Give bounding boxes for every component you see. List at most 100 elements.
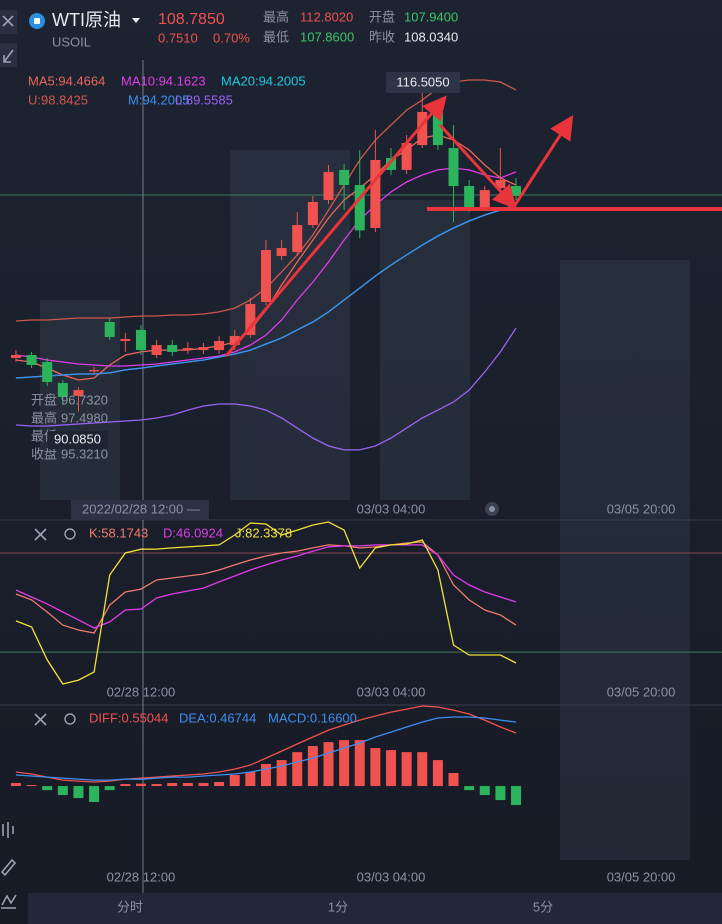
legend-entry: M:94.2005 xyxy=(128,92,189,107)
macd-bar xyxy=(260,764,271,787)
macd-bar xyxy=(42,786,53,791)
candle-body xyxy=(214,341,225,351)
close-indicator[interactable] xyxy=(34,528,47,541)
collapse-icon[interactable] xyxy=(3,49,14,63)
close-indicator[interactable] xyxy=(34,713,47,726)
symbol-code: USOIL xyxy=(52,34,91,49)
indicator-line xyxy=(15,544,517,629)
footer-bar xyxy=(28,893,722,924)
legend-entry: L:89.5585 xyxy=(175,92,233,107)
candle-body xyxy=(323,171,334,200)
timeframe-tab[interactable]: 1分 xyxy=(328,899,348,914)
macd-bar xyxy=(339,740,350,787)
symbol-icon-glyph xyxy=(34,18,40,24)
x-tick-label: 03/05 20:00 xyxy=(607,501,676,516)
macd-bar xyxy=(10,783,21,787)
candle-body xyxy=(339,169,350,186)
macd-bar xyxy=(151,784,162,787)
candle-body xyxy=(104,322,115,337)
candle-body xyxy=(167,345,178,352)
low: 107.8600 xyxy=(300,29,354,44)
candle-body xyxy=(89,369,100,372)
candle-tool[interactable] xyxy=(2,822,14,838)
macd-bar xyxy=(89,786,100,802)
max-label-box xyxy=(386,72,460,93)
candle-body xyxy=(401,143,412,170)
info-value: 95.3210 xyxy=(61,446,108,461)
candle-body xyxy=(151,345,162,355)
indicator-line xyxy=(15,705,517,783)
macd-bar xyxy=(464,786,475,791)
indicator-line xyxy=(15,327,517,451)
candle-body xyxy=(73,390,84,396)
candle-body xyxy=(42,362,53,383)
candle-body xyxy=(292,225,303,253)
candle-body xyxy=(417,111,428,146)
indicator-tool[interactable] xyxy=(1,894,17,909)
close-icon[interactable] xyxy=(2,15,14,27)
timeframe-tab[interactable]: 分时 xyxy=(117,899,143,914)
timeframe-tab[interactable]: 5分 xyxy=(533,899,553,914)
open-label: 开盘 xyxy=(369,9,395,24)
legend-entry: MA20:94.2005 xyxy=(221,73,306,88)
annotations xyxy=(224,95,722,357)
candle-body xyxy=(511,186,522,196)
macd-bar xyxy=(276,760,287,787)
macd-bar xyxy=(292,752,303,787)
macd-bar xyxy=(214,781,225,787)
price: 108.7850 xyxy=(158,11,225,28)
legend-entry: K:58.1743 xyxy=(89,525,148,540)
x-tick-label: 03/03 04:00 xyxy=(357,869,426,884)
candle-body xyxy=(10,354,21,358)
prev: 108.0340 xyxy=(404,29,458,44)
macd-bar xyxy=(120,784,131,787)
scroll-handle-dot[interactable] xyxy=(489,506,495,512)
macd-bar xyxy=(386,750,397,787)
draw-tool[interactable] xyxy=(0,858,17,877)
candle-body xyxy=(135,329,146,351)
prev-label: 昨收 xyxy=(369,29,395,44)
candle-body xyxy=(198,347,209,351)
legend-entry: MACD:0.16600 xyxy=(268,710,357,725)
change: 0.7510 xyxy=(158,30,198,45)
macd-bar xyxy=(401,752,412,787)
x-tick-label: 03/05 20:00 xyxy=(607,684,676,699)
candle-body xyxy=(464,186,475,209)
macd-bar xyxy=(26,785,37,787)
macd-bar xyxy=(182,783,193,787)
symbol[interactable]: WTI原油 xyxy=(52,10,121,30)
high: 112.8020 xyxy=(300,9,353,24)
macd-bar xyxy=(135,783,146,787)
x-tick-label: 02/28 12:00 xyxy=(107,684,176,699)
open: 107.9400 xyxy=(404,9,458,24)
macd-bar xyxy=(104,786,115,791)
x-tick-label: 2022/02/28 12:00 — xyxy=(82,501,200,516)
max-label: 116.5050 xyxy=(396,74,449,89)
settings-icon[interactable] xyxy=(64,528,76,540)
legend-entry: MA5:94.4664 xyxy=(28,73,105,88)
x-tick-label: 03/05 20:00 xyxy=(607,869,676,884)
macd-bar xyxy=(479,786,490,796)
candle-body xyxy=(448,148,459,187)
macd-bar xyxy=(229,775,240,787)
indicator-line xyxy=(15,716,517,781)
macd-bar xyxy=(511,786,522,806)
arrow xyxy=(438,123,518,210)
arrow xyxy=(513,114,574,206)
macd-bar xyxy=(448,772,459,787)
dropdown-arrow[interactable] xyxy=(132,18,140,23)
candle-body xyxy=(354,185,365,231)
candle-body xyxy=(276,248,287,256)
info-label: 开盘 xyxy=(31,392,57,407)
candle-body xyxy=(182,348,193,351)
candle-body xyxy=(260,250,271,303)
settings-icon[interactable] xyxy=(64,713,76,725)
macd-bar xyxy=(198,783,209,787)
crosshair-time-box xyxy=(70,500,209,520)
macd-bar xyxy=(354,740,365,787)
macd-bar xyxy=(370,748,381,787)
x-tick-label: 03/03 04:00 xyxy=(357,684,426,699)
candle-body xyxy=(479,190,490,209)
info-value: 96.7320 xyxy=(61,392,108,407)
